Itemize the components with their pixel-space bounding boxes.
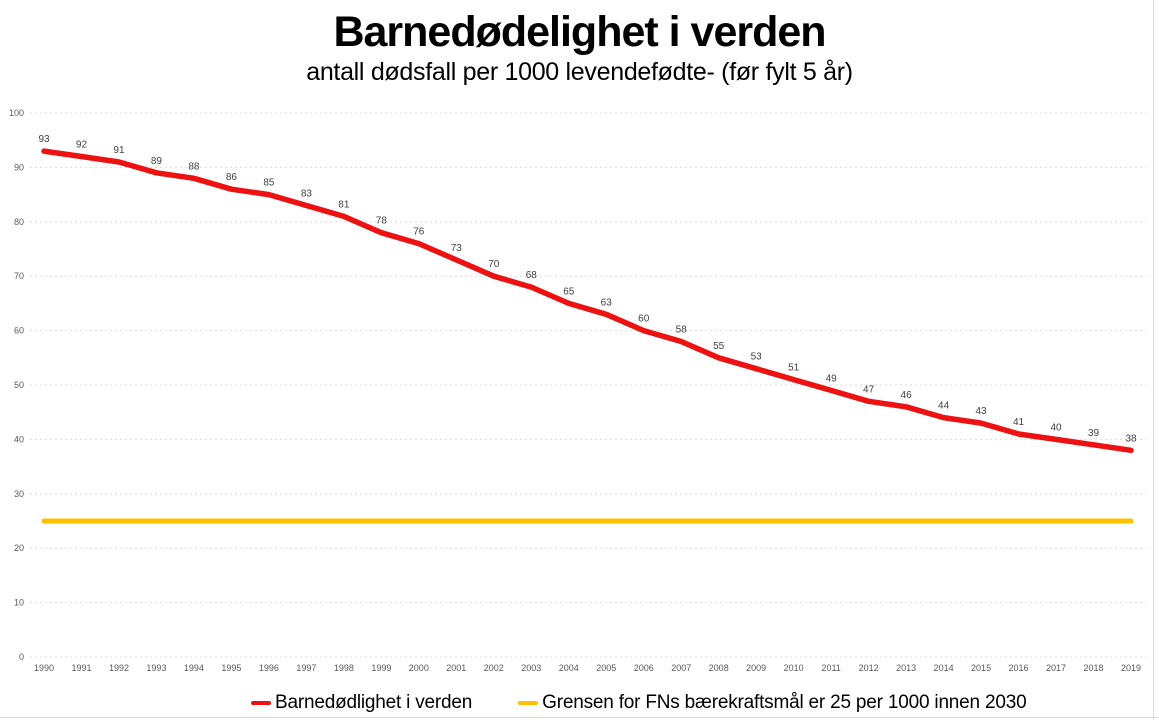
data-label: 41 (1013, 417, 1025, 428)
data-label: 47 (863, 384, 875, 395)
legend-label: Grensen for FNs bærekraftsmål er 25 per … (542, 692, 1027, 713)
y-tick-label: 100 (9, 108, 24, 118)
legend-swatch-line (251, 701, 271, 705)
x-tick-label: 2016 (1009, 663, 1029, 673)
x-tick-label: 2015 (971, 663, 991, 673)
slide-right-border (1153, 0, 1154, 720)
data-label: 91 (113, 145, 125, 156)
x-tick-label: 1990 (34, 663, 54, 673)
x-tick-label: 1998 (334, 663, 354, 673)
data-label: 63 (601, 297, 613, 308)
legend-item: Barnedødlighet i verden (251, 692, 472, 714)
data-label: 51 (788, 363, 800, 374)
data-label: 70 (488, 259, 500, 270)
x-tick-label: 1996 (259, 663, 279, 673)
data-label: 73 (451, 243, 463, 254)
data-label: 93 (38, 134, 50, 145)
x-tick-label: 2010 (784, 663, 804, 673)
x-tick-label: 2003 (521, 663, 541, 673)
y-axis-labels: 0 10 20 30 40 50 60 70 80 90 100 (9, 108, 24, 662)
x-tick-label: 2005 (596, 663, 616, 673)
legend-label: Barnedødlighet i verden (275, 692, 473, 713)
y-gridlines (30, 112, 1146, 658)
x-tick-label: 1997 (296, 663, 316, 673)
x-tick-label: 1994 (184, 663, 204, 673)
x-tick-label: 1993 (146, 663, 166, 673)
data-label: 83 (301, 188, 313, 199)
x-tick-label: 2000 (409, 663, 429, 673)
data-label: 78 (376, 216, 388, 227)
data-label: 92 (76, 140, 88, 151)
x-tick-label: 1991 (71, 663, 91, 673)
x-tick-label: 2013 (896, 663, 916, 673)
chart-legend: Barnedødlighet i verden Grensen for FNs b… (251, 690, 1027, 716)
legend-item: Grensen for FNs bærekraftsmål er 25 per … (518, 692, 1027, 714)
data-label: 85 (263, 178, 275, 189)
data-label: 58 (676, 324, 688, 335)
y-tick-label: 70 (14, 271, 24, 281)
data-label: 46 (901, 390, 913, 401)
data-label: 68 (526, 270, 538, 281)
y-tick-label: 40 (14, 434, 24, 444)
x-tick-label: 2008 (709, 663, 729, 673)
y-tick-label: 90 (14, 162, 24, 172)
x-tick-label: 2018 (1084, 663, 1104, 673)
data-label: 49 (826, 373, 838, 384)
x-tick-label: 2007 (671, 663, 691, 673)
x-tick-label: 2019 (1121, 663, 1141, 673)
x-axis-labels: 1990 1991 1992 1993 1994 1995 1996 1997 1998 1999… (34, 663, 1141, 673)
data-label: 60 (638, 314, 650, 325)
x-tick-label: 2001 (446, 663, 466, 673)
x-tick-label: 1992 (109, 663, 129, 673)
y-tick-label: 50 (14, 380, 24, 390)
data-label: 86 (226, 172, 238, 183)
data-label: 89 (151, 156, 163, 167)
x-tick-label: 2004 (559, 663, 579, 673)
y-tick-label: 30 (14, 489, 24, 499)
data-label: 38 (1125, 433, 1137, 444)
y-tick-label: 80 (14, 217, 24, 227)
x-tick-label: 2006 (634, 663, 654, 673)
x-tick-label: 1999 (371, 663, 391, 673)
x-tick-label: 2009 (746, 663, 766, 673)
x-tick-label: 2012 (859, 663, 879, 673)
data-label: 88 (188, 161, 200, 172)
data-labels: 93 92 91 89 88 86 85 83 81 78 76 73 70 68 65 63 60 58 55 53… (38, 134, 1137, 444)
y-tick-label: 20 (14, 543, 24, 553)
slide-bottom-border (0, 717, 1159, 718)
data-label: 44 (938, 401, 950, 412)
x-tick-label: 2011 (821, 663, 840, 673)
y-tick-label: 60 (14, 326, 24, 336)
data-label: 65 (563, 286, 575, 297)
data-label: 43 (976, 406, 988, 417)
data-label: 81 (338, 199, 350, 210)
y-tick-label: 0 (19, 652, 24, 662)
data-label: 76 (413, 227, 425, 238)
x-tick-label: 2002 (484, 663, 504, 673)
series-line-0 (41, 148, 1134, 454)
data-label: 39 (1088, 428, 1100, 439)
x-tick-label: 2014 (934, 663, 954, 673)
legend-swatch-line (518, 701, 539, 705)
data-label: 53 (751, 352, 763, 363)
x-tick-label: 2017 (1046, 663, 1066, 673)
data-label: 40 (1050, 422, 1062, 433)
x-tick-label: 1995 (221, 663, 241, 673)
y-tick-label: 10 (14, 598, 24, 608)
data-label: 55 (713, 341, 725, 352)
